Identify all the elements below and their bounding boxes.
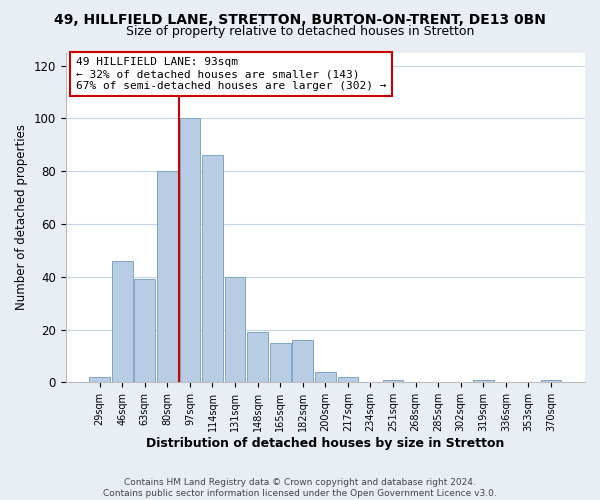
- Bar: [112, 261, 133, 382]
- Text: 49, HILLFIELD LANE, STRETTON, BURTON-ON-TRENT, DE13 0BN: 49, HILLFIELD LANE, STRETTON, BURTON-ON-…: [54, 12, 546, 26]
- Bar: [224, 277, 245, 382]
- Bar: [292, 340, 313, 382]
- Bar: [338, 377, 358, 382]
- Bar: [247, 332, 268, 382]
- Bar: [270, 343, 290, 382]
- Bar: [541, 380, 562, 382]
- Bar: [383, 380, 403, 382]
- Bar: [89, 377, 110, 382]
- Bar: [315, 372, 336, 382]
- Bar: [473, 380, 494, 382]
- Y-axis label: Number of detached properties: Number of detached properties: [15, 124, 28, 310]
- Text: 49 HILLFIELD LANE: 93sqm
← 32% of detached houses are smaller (143)
67% of semi-: 49 HILLFIELD LANE: 93sqm ← 32% of detach…: [76, 58, 386, 90]
- Bar: [134, 280, 155, 382]
- Text: Size of property relative to detached houses in Stretton: Size of property relative to detached ho…: [126, 25, 474, 38]
- Text: Contains HM Land Registry data © Crown copyright and database right 2024.
Contai: Contains HM Land Registry data © Crown c…: [103, 478, 497, 498]
- Bar: [157, 171, 178, 382]
- Bar: [179, 118, 200, 382]
- Bar: [202, 156, 223, 382]
- X-axis label: Distribution of detached houses by size in Stretton: Distribution of detached houses by size …: [146, 437, 505, 450]
